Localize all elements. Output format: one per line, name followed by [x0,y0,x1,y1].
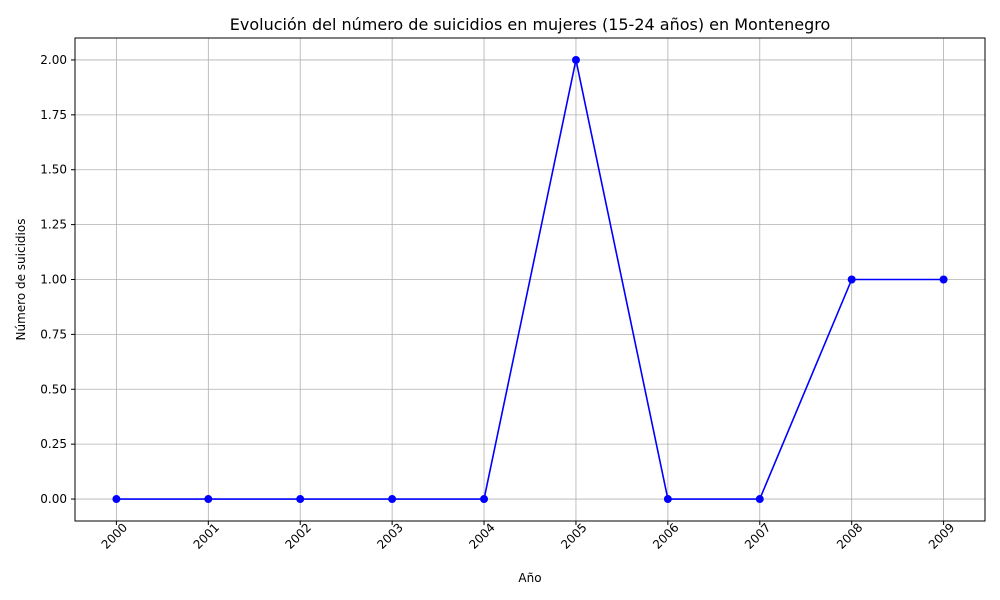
y-axis-label: Número de suicidios [14,219,28,341]
x-tick-label: 2007 [742,520,773,551]
series-layer [112,55,948,504]
x-tick-label: 2001 [191,520,222,551]
x-tick-label: 2006 [650,520,681,551]
x-tick-label: 2003 [374,520,405,551]
y-tick-label: 0.00 [40,492,67,506]
x-tick-label: 2000 [99,520,130,551]
y-tick-label: 1.50 [40,163,67,177]
x-axis: 2000 2001 2002 2003 2004 2005 2006 2007 2008 2009 [99,520,958,551]
data-point-2009 [939,275,948,284]
x-tick-label: 2002 [282,520,313,551]
y-tick-label: 0.50 [40,382,67,396]
data-point-2000 [112,495,121,504]
y-tick-label: 1.25 [40,218,67,232]
data-point-2002 [296,495,305,504]
data-point-2001 [204,495,213,504]
y-tick-label: 1.00 [40,273,67,287]
data-point-2004 [480,495,489,504]
data-point-2005 [571,55,580,64]
x-tick-label: 2008 [834,520,865,551]
data-point-2006 [663,495,672,504]
series-line [116,59,944,500]
x-tick-label: 2004 [466,520,497,551]
y-tick-label: 2.00 [40,53,67,67]
y-tick-label: 0.75 [40,327,67,341]
data-point-2007 [755,495,764,504]
chart-title: Evolución del número de suicidios en muj… [230,15,831,34]
x-tick-label: 2009 [926,520,957,551]
y-axis: 0.00 0.25 0.50 0.75 1.00 1.25 1.50 1.75 2.00 [40,53,75,506]
y-tick-label: 0.25 [40,437,67,451]
x-tick-label: 2005 [558,520,589,551]
data-point-2003 [388,495,397,504]
y-tick-label: 1.75 [40,108,67,122]
x-axis-label: Año [518,571,541,585]
data-point-2008 [847,275,856,284]
